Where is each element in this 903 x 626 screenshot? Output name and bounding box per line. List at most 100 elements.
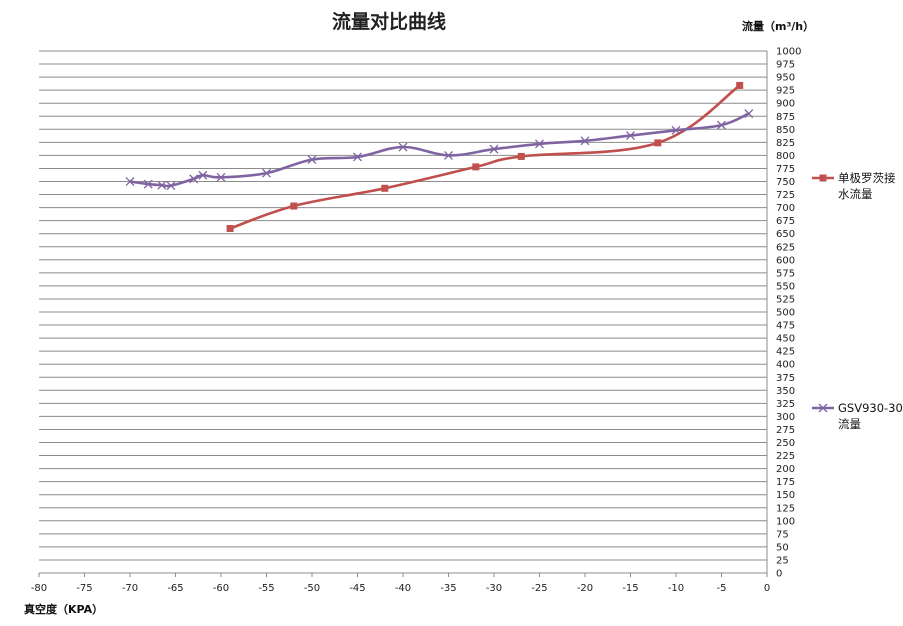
y-tick-label: 875 bbox=[776, 112, 795, 123]
x-tick-label: -15 bbox=[622, 583, 638, 594]
y-tick-label: 325 bbox=[776, 399, 795, 410]
y-tick-label: 925 bbox=[776, 86, 795, 97]
marker-stroke bbox=[626, 131, 635, 141]
marker-stroke bbox=[143, 179, 153, 189]
y-tick-label: 500 bbox=[776, 308, 795, 319]
data-point bbox=[444, 150, 453, 160]
y-tick-label: 150 bbox=[776, 490, 795, 501]
x-tick-label: -5 bbox=[717, 583, 727, 594]
x-tick-label: -60 bbox=[213, 583, 229, 594]
y-tick-label: 650 bbox=[776, 229, 795, 240]
y-tick-label: 825 bbox=[776, 138, 795, 149]
y-tick-label: 450 bbox=[776, 334, 795, 345]
marker-stroke bbox=[671, 125, 681, 135]
x-tick-label: -35 bbox=[440, 583, 456, 594]
data-point bbox=[654, 139, 662, 147]
y-tick-label: 300 bbox=[776, 412, 795, 423]
marker-stroke bbox=[166, 181, 176, 191]
data-point bbox=[489, 144, 499, 154]
x-tick-label: -20 bbox=[577, 583, 593, 594]
y-axis-label: 流量（m³/h） bbox=[742, 19, 814, 33]
legend: 单极罗茨接水流量 GSV930-30 流量 bbox=[812, 171, 903, 431]
y-tick-labels: 0 25 50 75 100 125 150 175 200 225 250 275 300 325 350… bbox=[776, 47, 801, 580]
x-tick-label: -55 bbox=[258, 583, 274, 594]
y-tick-label: 175 bbox=[776, 477, 795, 488]
y-tick-label: 625 bbox=[776, 242, 795, 253]
data-point bbox=[290, 202, 298, 210]
grid-lines bbox=[39, 50, 768, 574]
legend-label-line: 单极罗茨接 bbox=[838, 171, 896, 185]
marker-stroke bbox=[353, 152, 362, 162]
y-tick-label: 775 bbox=[776, 164, 795, 175]
marker-stroke bbox=[580, 136, 590, 146]
y-tick-label: 675 bbox=[776, 216, 795, 227]
data-point bbox=[398, 142, 408, 152]
y-tick-label: 750 bbox=[776, 177, 795, 188]
data-point bbox=[580, 136, 590, 146]
data-point bbox=[535, 139, 544, 149]
marker-stroke bbox=[198, 170, 208, 180]
y-tick-label: 375 bbox=[776, 373, 795, 384]
y-tick-label: 550 bbox=[776, 281, 795, 292]
y-tick-label: 275 bbox=[776, 425, 795, 436]
data-point bbox=[717, 120, 726, 130]
data-point bbox=[736, 81, 744, 89]
data-point bbox=[353, 152, 362, 162]
y-tick-label: 400 bbox=[776, 360, 795, 371]
x-tick-label: -30 bbox=[486, 583, 502, 594]
marker-stroke bbox=[717, 120, 726, 130]
marker-stroke bbox=[307, 155, 317, 165]
y-tick-label: 900 bbox=[776, 99, 795, 110]
marker-stroke bbox=[262, 168, 271, 178]
y-tick-label: 800 bbox=[776, 151, 795, 162]
data-point bbox=[472, 163, 480, 171]
y-tick-label: 525 bbox=[776, 294, 795, 305]
y-tick-label: 1000 bbox=[776, 47, 801, 58]
marker-stroke bbox=[489, 144, 499, 154]
marker-stroke bbox=[818, 403, 828, 413]
y-tick-label: 125 bbox=[776, 503, 795, 514]
marker-stroke bbox=[157, 180, 167, 190]
data-point bbox=[143, 179, 153, 189]
data-point bbox=[744, 109, 754, 119]
x-tick-labels: -80 -75 -70 -65 -60 -55 -50 -45 -40 -35 -30 -25 -20-… bbox=[31, 573, 770, 594]
x-tick-label: -25 bbox=[531, 583, 547, 594]
y-tick-label: 725 bbox=[776, 190, 795, 201]
legend-marker-0 bbox=[819, 174, 827, 182]
data-point bbox=[626, 131, 635, 141]
data-point bbox=[262, 168, 271, 178]
x-tick-label: -10 bbox=[668, 583, 684, 594]
data-point bbox=[517, 152, 525, 160]
y-tick-label: 225 bbox=[776, 451, 795, 462]
y-tick-label: 75 bbox=[776, 529, 789, 540]
y-tick-label: 475 bbox=[776, 321, 795, 332]
y-tick-label: 200 bbox=[776, 464, 795, 475]
x-tick-label: -70 bbox=[122, 583, 138, 594]
chart-title: 流量对比曲线 bbox=[332, 10, 446, 33]
marker-stroke bbox=[216, 172, 226, 182]
legend-label-line: 流量 bbox=[838, 417, 861, 431]
x-axis-label: 真空度（KPA） bbox=[24, 602, 103, 616]
x-tick-label: -50 bbox=[304, 583, 320, 594]
y-tick-label: 575 bbox=[776, 268, 795, 279]
x-tick-label: -80 bbox=[31, 583, 47, 594]
x-tick-label: -65 bbox=[167, 583, 183, 594]
x-tick-label: -45 bbox=[349, 583, 365, 594]
y-tick-label: 350 bbox=[776, 386, 795, 397]
data-point bbox=[166, 181, 176, 191]
y-tick-label: 250 bbox=[776, 438, 795, 449]
y-tick-label: 425 bbox=[776, 347, 795, 358]
marker-stroke bbox=[125, 177, 135, 186]
data-point bbox=[189, 174, 199, 184]
data-point bbox=[307, 155, 317, 165]
legend-label-line: GSV930-30 bbox=[838, 401, 903, 415]
y-tick-label: 25 bbox=[776, 555, 789, 566]
data-point bbox=[198, 170, 208, 180]
marker-stroke bbox=[444, 150, 453, 160]
x-tick-label: -75 bbox=[76, 583, 92, 594]
y-tick-label: 100 bbox=[776, 516, 795, 527]
data-point bbox=[381, 184, 389, 192]
legend-label-0: 单极罗茨接水流量 bbox=[838, 171, 896, 201]
marker-stroke bbox=[398, 142, 408, 152]
